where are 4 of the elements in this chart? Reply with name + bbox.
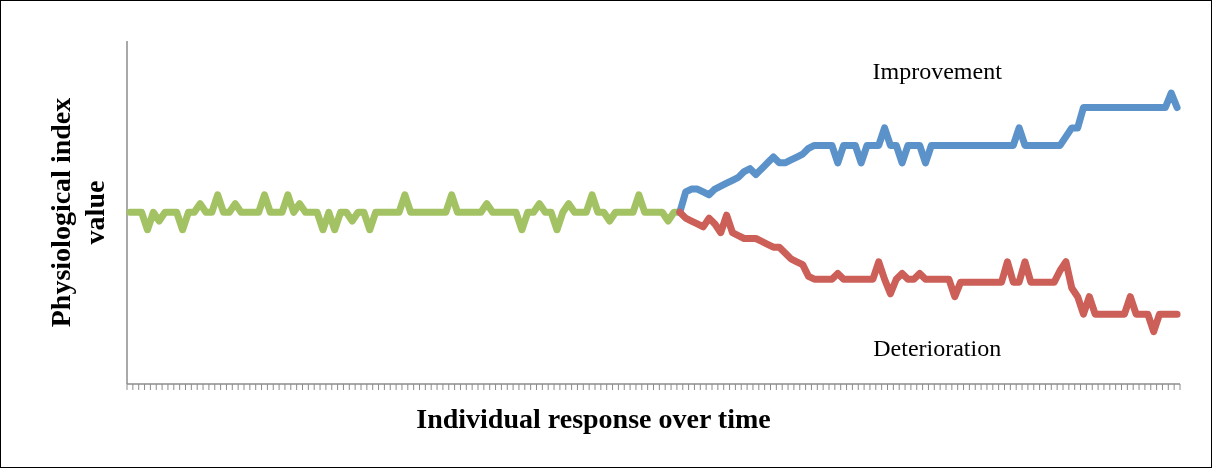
x-axis-title: Individual response over time: [416, 403, 771, 434]
y-axis-title: Physiological index value: [45, 97, 110, 328]
series-label: Improvement: [872, 58, 1003, 84]
series-label: Deterioration: [873, 334, 1002, 361]
